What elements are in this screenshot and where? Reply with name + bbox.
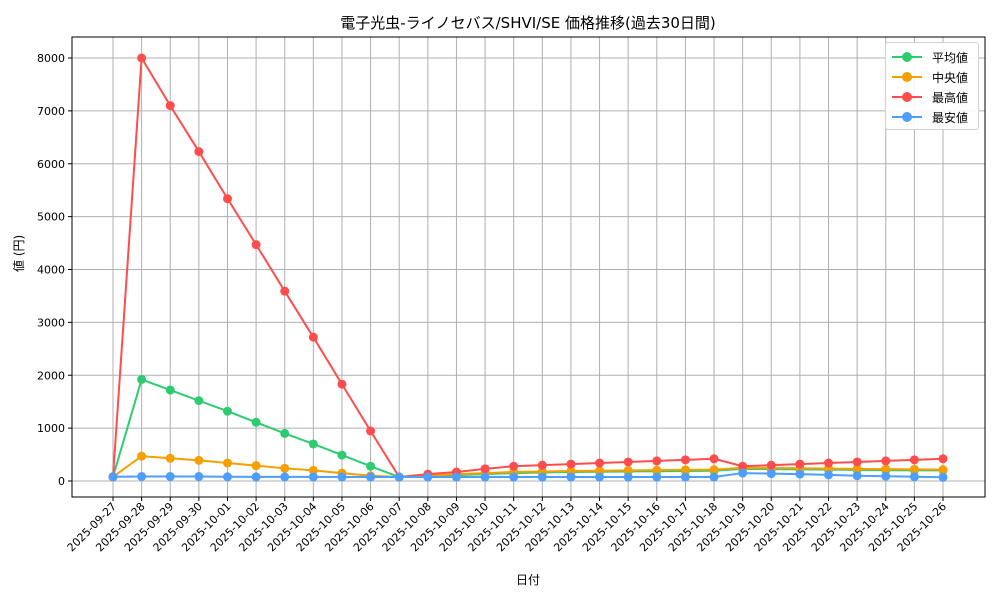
legend-label: 最安値 — [932, 111, 969, 125]
legend-marker-icon — [902, 72, 912, 82]
y-axis-label: 値 (円) — [12, 234, 26, 272]
chart-title: 電子光虫-ライノセバス/SHVI/SE 価格推移(過去30日間) — [340, 14, 716, 32]
legend-item-average: 平均値 — [892, 47, 976, 67]
svg-text:0: 0 — [58, 475, 65, 488]
series-layer — [108, 53, 948, 482]
grid-lines — [72, 37, 985, 497]
legend-label: 中央値 — [932, 71, 969, 85]
legend-marker-icon — [902, 52, 912, 62]
legend: 平均値 中央値 最高値 最安値 — [885, 42, 979, 130]
svg-text:8000: 8000 — [37, 52, 65, 65]
legend-label: 最高値 — [932, 91, 969, 105]
svg-text:3000: 3000 — [37, 316, 65, 329]
legend-item-max: 最高値 — [892, 87, 976, 107]
svg-text:2000: 2000 — [37, 369, 65, 382]
svg-text:5000: 5000 — [37, 211, 65, 224]
legend-marker-icon — [902, 112, 912, 122]
y-axis-ticks: 0 1000 2000 3000 4000 5000 6000 7000 8000 — [37, 52, 72, 488]
x-axis-label: 日付 — [515, 573, 540, 587]
svg-text:1000: 1000 — [37, 422, 65, 435]
legend-item-median: 中央値 — [892, 67, 976, 87]
x-axis-ticks: 2025-09-272025-09-282025-09-292025-09-30… — [65, 497, 949, 554]
legend-item-min: 最安値 — [892, 107, 976, 127]
plot-frame — [71, 36, 986, 498]
legend-marker-icon — [902, 92, 912, 102]
svg-text:7000: 7000 — [37, 105, 65, 118]
svg-text:4000: 4000 — [37, 264, 65, 277]
svg-text:6000: 6000 — [37, 158, 65, 171]
legend-label: 平均値 — [932, 51, 969, 65]
